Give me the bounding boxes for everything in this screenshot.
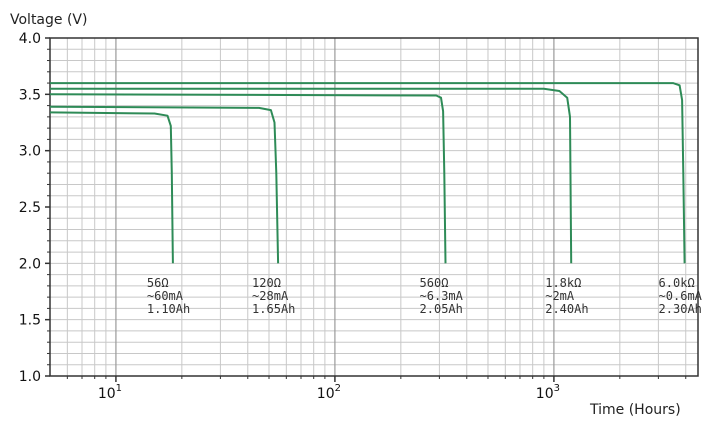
series-capacity: 2.30Ah (659, 302, 702, 316)
series-capacity: 1.65Ah (252, 302, 295, 316)
series-current: ~2mA (545, 289, 575, 303)
series-capacity: 2.05Ah (420, 302, 463, 316)
x-axis-label: Time (Hours) (589, 402, 681, 418)
series-capacity: 2.40Ah (545, 302, 588, 316)
series-lines (49, 82, 686, 264)
y-tick-label: 2.0 (19, 256, 41, 272)
series-label: 6.0kΩ (659, 276, 695, 290)
y-tick-label: 1.0 (19, 369, 41, 385)
y-tick-label: 4.0 (19, 31, 41, 47)
series-current: ~28mA (252, 289, 289, 303)
y-tick-label: 1.5 (19, 313, 41, 329)
series-line (49, 105, 280, 264)
series-label: 120Ω (252, 276, 281, 290)
series-label: 56Ω (147, 276, 169, 290)
x-tick-label: 103 (536, 383, 560, 402)
series-line (50, 87, 573, 264)
series-line (49, 93, 447, 264)
y-tick-label: 3.0 (19, 144, 41, 160)
series-current: ~0.6mA (659, 289, 703, 303)
series-line (49, 111, 174, 264)
x-ticks: 101 102 103 (66, 376, 687, 402)
x-tick-label: 102 (317, 383, 341, 402)
y-axis-label: Voltage (V) (10, 12, 87, 28)
y-tick-label: 3.5 (19, 87, 41, 103)
series-current: ~6.3mA (420, 289, 464, 303)
y-tick-label: 2.5 (19, 200, 41, 216)
series-label: 1.8kΩ (545, 276, 581, 290)
series-label: 560Ω (420, 276, 449, 290)
series-annotations: 56Ω~60mA1.10Ah120Ω~28mA1.65Ah560Ω~6.3mA2… (147, 276, 703, 316)
series-capacity: 1.10Ah (147, 302, 190, 316)
series-line (50, 82, 686, 264)
x-tick-label: 101 (98, 383, 122, 402)
y-ticks: 1.0 1.5 2.0 2.5 3.0 3.5 4.0 (19, 31, 50, 385)
series-current: ~60mA (147, 289, 184, 303)
